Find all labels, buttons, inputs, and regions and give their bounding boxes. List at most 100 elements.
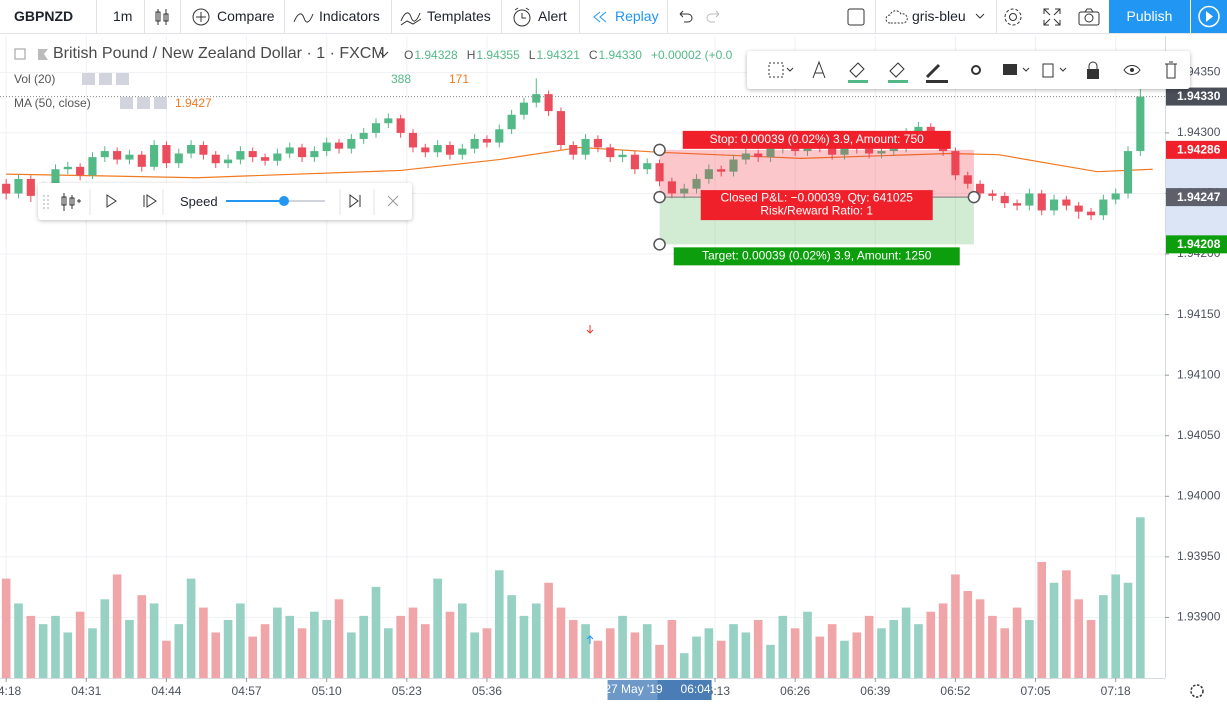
candle-body [828, 147, 837, 155]
replay-icon[interactable] [592, 10, 608, 24]
theme[interactable]: gris-bleu [912, 8, 966, 24]
volume-bar [914, 624, 923, 678]
candle-body [211, 154, 220, 164]
interval[interactable]: 1m [113, 8, 133, 24]
position-label-bg [700, 190, 933, 221]
candle-body [433, 145, 442, 153]
volume-bar [827, 624, 837, 678]
candle-body [445, 145, 455, 155]
study-controls[interactable] [80, 71, 132, 87]
candle-body [655, 163, 664, 182]
volume-bar [408, 607, 418, 678]
y-tick-label: 1.94000 [1177, 488, 1221, 502]
candle-body [606, 147, 615, 158]
volume-bar [815, 636, 825, 678]
fullscreen-toggle[interactable] [846, 7, 866, 27]
indicators[interactable]: Indicators [319, 8, 380, 24]
candle-body [495, 129, 504, 143]
position-handle[interactable] [967, 190, 981, 204]
play-button[interactable] [1191, 0, 1227, 33]
candle-body [359, 132, 368, 139]
replay[interactable]: Replay [615, 8, 659, 24]
volume-bar [766, 644, 775, 678]
volume-bar [864, 615, 874, 678]
study-controls[interactable] [118, 95, 170, 111]
candle-body [532, 94, 541, 103]
chart-style-icon[interactable] [154, 7, 170, 27]
crosshair-time: 06:04 [681, 682, 711, 696]
candle-body [1099, 199, 1108, 216]
volume-bar [51, 615, 60, 678]
volume-bar [1086, 620, 1096, 678]
candle-body [1049, 199, 1059, 211]
ohlc-label: O [404, 48, 414, 62]
templates-icon[interactable] [400, 7, 422, 27]
ma-value: 1.9427 [175, 96, 212, 110]
axis-settings[interactable] [1190, 684, 1204, 698]
position-handle[interactable] [653, 190, 666, 204]
x-tick-label: 04:18 [0, 684, 22, 698]
maximize[interactable] [1042, 7, 1062, 27]
indicators-icon[interactable] [293, 8, 315, 26]
cloud-icon[interactable] [884, 9, 910, 25]
position-handle[interactable] [653, 143, 666, 157]
position-handle[interactable] [653, 238, 666, 251]
volume-bar [729, 624, 738, 678]
volume-bar [1062, 570, 1071, 678]
volume-bar [125, 620, 134, 678]
publish-button[interactable]: Publish [1109, 0, 1190, 33]
candle-body [618, 154, 627, 158]
volume-bar [421, 624, 430, 678]
volume-bar [211, 632, 221, 678]
compare[interactable]: Compare [217, 8, 275, 24]
volume-bar [1012, 607, 1022, 678]
candle-body [334, 142, 344, 149]
compare-icon[interactable] [191, 7, 211, 27]
candle-body [51, 169, 60, 188]
ohlc-label: H [466, 48, 476, 62]
volume-bar [889, 620, 899, 678]
y-tick-label: 1.93950 [1177, 549, 1221, 563]
undo-redo[interactable] [677, 8, 723, 24]
crosshair-date: 27 May '19 [604, 682, 663, 696]
volume-bar [605, 628, 615, 678]
volume-bar [63, 632, 73, 678]
candle-body [174, 153, 183, 164]
collapse-icon[interactable] [14, 48, 34, 62]
candle-body [26, 178, 35, 196]
x-tick-label: 04:44 [151, 684, 181, 698]
volume-bar [445, 611, 455, 678]
alert[interactable]: Alert [538, 8, 567, 24]
replay-controls[interactable] [38, 183, 412, 220]
volume-bar [1074, 599, 1084, 678]
ohlc-value: 1.94355 [476, 48, 520, 62]
volume-bar [162, 640, 171, 678]
candle-body [865, 148, 874, 154]
drawing-tools[interactable] [747, 51, 1190, 89]
volume-bar [1136, 517, 1145, 678]
stop-zone [659, 149, 974, 198]
dropdown[interactable] [379, 49, 389, 59]
candle-body [187, 145, 196, 154]
candle-body [297, 147, 307, 158]
flag-icon[interactable] [36, 47, 50, 61]
dropdown[interactable] [975, 13, 985, 21]
price-label-bg [1166, 188, 1227, 207]
settings[interactable] [1002, 6, 1024, 28]
volume-bar [988, 615, 997, 678]
alert-icon[interactable] [511, 6, 533, 28]
snapshot[interactable] [1077, 7, 1101, 27]
candle-body [273, 153, 282, 161]
volume-bar [457, 603, 467, 678]
x-tick-label: 06:52 [940, 684, 970, 698]
candle-body [408, 132, 418, 148]
templates[interactable]: Templates [427, 8, 491, 24]
candle-body [593, 138, 602, 148]
symbol[interactable]: GBPNZD [14, 8, 74, 24]
volume-bar [1025, 620, 1034, 678]
candle-body [877, 151, 886, 154]
volume-bar [630, 632, 640, 678]
volume-bar [199, 607, 208, 678]
volume-bar [840, 640, 849, 678]
y-tick-label: 1.94300 [1177, 125, 1221, 139]
